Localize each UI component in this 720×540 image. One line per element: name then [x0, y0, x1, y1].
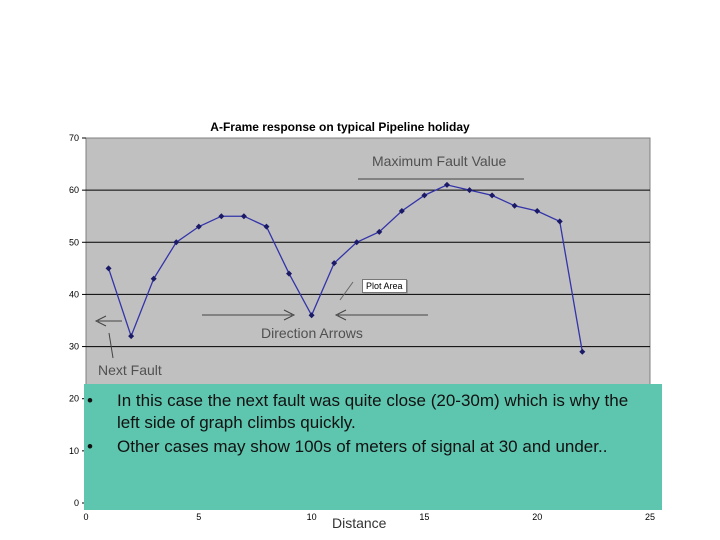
bullet-item: • Other cases may show 100s of meters of…: [84, 436, 652, 458]
plot-area-callout: Plot Area: [362, 279, 407, 293]
data-point: [398, 208, 405, 214]
y-tick-label: 60: [69, 185, 79, 195]
plot-area-pointer: [339, 281, 354, 301]
data-point: [173, 239, 180, 246]
bullet-dot-icon: •: [87, 437, 93, 456]
series-line: [105, 181, 586, 355]
data-point: [376, 228, 383, 235]
x-axis-label: Distance: [332, 515, 387, 531]
y-tick-label: 0: [74, 498, 79, 508]
data-point: [286, 270, 293, 277]
direction-arrows-label: Direction Arrows: [261, 325, 363, 341]
data-point: [308, 312, 315, 319]
data-point: [443, 181, 450, 188]
data-point: [511, 202, 518, 209]
data-point: [421, 192, 428, 199]
data-point: [195, 223, 202, 230]
bullet-item: • In this case the next fault was quite …: [84, 390, 652, 434]
next-fault-label: Next Fault: [98, 362, 162, 378]
bullet-text: Other cases may show 100s of meters of s…: [117, 437, 608, 456]
data-point: [218, 213, 225, 220]
chart-title: A-Frame response on typical Pipeline hol…: [210, 120, 470, 134]
y-tick-label: 10: [69, 446, 79, 456]
x-tick-label: 20: [532, 512, 542, 522]
x-tick-label: 10: [307, 512, 317, 522]
data-point: [105, 265, 112, 272]
left-arrow-head: [334, 309, 347, 321]
data-point: [579, 348, 586, 355]
x-tick-label: 25: [645, 512, 655, 522]
data-point: [150, 275, 157, 282]
y-tick-label: 40: [69, 289, 79, 299]
data-point: [353, 239, 360, 246]
data-point: [128, 333, 135, 340]
bullet-text: In this case the next fault was quite cl…: [117, 391, 629, 432]
y-tick-label: 50: [69, 237, 79, 247]
x-tick-label: 0: [83, 512, 88, 522]
data-point: [331, 260, 338, 267]
right-arrow-head: [283, 309, 296, 321]
series-path: [107, 184, 583, 352]
next-fault-pointer: [108, 332, 114, 359]
x-tick-label: 5: [196, 512, 201, 522]
bullet-dot-icon: •: [87, 391, 93, 410]
y-tick-label: 70: [69, 133, 79, 143]
data-point: [534, 208, 541, 214]
x-tick-label: 15: [419, 512, 429, 522]
data-point: [556, 218, 563, 225]
data-point: [466, 187, 473, 194]
bullet-panel: • In this case the next fault was quite …: [84, 384, 662, 510]
y-tick-label: 30: [69, 342, 79, 352]
next-fault-arrow-head: [94, 315, 107, 327]
data-point: [489, 192, 496, 199]
max-fault-label: Maximum Fault Value: [372, 153, 507, 169]
data-point: [263, 223, 270, 230]
data-point: [240, 213, 247, 220]
y-tick-label: 20: [69, 394, 79, 404]
